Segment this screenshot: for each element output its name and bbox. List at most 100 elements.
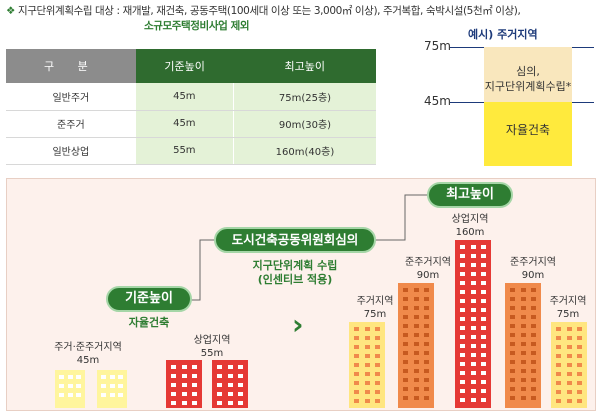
window bbox=[364, 327, 370, 331]
window bbox=[76, 393, 82, 397]
window bbox=[237, 365, 243, 369]
window bbox=[118, 393, 124, 397]
window bbox=[181, 401, 187, 405]
window bbox=[460, 317, 466, 321]
window bbox=[403, 369, 409, 373]
building-residential-mixed-1 bbox=[55, 370, 85, 408]
window bbox=[364, 354, 370, 358]
window bbox=[530, 315, 536, 319]
table-row: 일반상업 55m 160m(40층) bbox=[6, 137, 376, 165]
window bbox=[480, 344, 486, 348]
window bbox=[460, 308, 466, 312]
window bbox=[423, 396, 429, 400]
window bbox=[181, 374, 187, 378]
window bbox=[217, 392, 223, 396]
label-semi-res-right-height: 90m bbox=[521, 270, 545, 281]
window bbox=[576, 381, 582, 385]
window bbox=[460, 299, 466, 303]
window bbox=[470, 335, 476, 339]
window bbox=[354, 381, 360, 385]
window bbox=[556, 399, 562, 403]
window bbox=[403, 396, 409, 400]
note-line-2: 소규모주택정비사업 제외 bbox=[144, 20, 250, 32]
window bbox=[237, 374, 243, 378]
window bbox=[470, 263, 476, 267]
label-residential-right-height: 75m bbox=[556, 309, 580, 320]
example-title: 예시) 주거지역 bbox=[468, 28, 538, 41]
window bbox=[530, 288, 536, 292]
window bbox=[227, 365, 233, 369]
note-line-1: 지구단위계획수립 대상 : 재개발, 재건축, 공동주택(100세대 이상 또는… bbox=[18, 5, 521, 17]
window bbox=[364, 381, 370, 385]
window bbox=[480, 290, 486, 294]
window bbox=[510, 378, 516, 382]
example-lower-zone bbox=[484, 102, 572, 166]
window bbox=[530, 306, 536, 310]
window bbox=[191, 401, 197, 405]
window bbox=[423, 342, 429, 346]
window bbox=[470, 254, 476, 258]
label-residential-left: 주거지역 75m bbox=[345, 295, 405, 321]
window bbox=[530, 369, 536, 373]
header-category: 구 분 bbox=[6, 49, 136, 83]
window bbox=[556, 354, 562, 358]
window bbox=[470, 380, 476, 384]
base-height-pill: 기준높이 bbox=[106, 286, 192, 312]
label-semi-res-right-name: 준주거지역 bbox=[510, 257, 556, 268]
window bbox=[413, 288, 419, 292]
window bbox=[364, 336, 370, 340]
window bbox=[374, 363, 380, 367]
row-base: 55m bbox=[135, 137, 234, 165]
window bbox=[480, 299, 486, 303]
window bbox=[520, 324, 526, 328]
window bbox=[171, 365, 177, 369]
window bbox=[403, 324, 409, 328]
window bbox=[470, 326, 476, 330]
window bbox=[566, 390, 572, 394]
window bbox=[566, 336, 572, 340]
window bbox=[520, 378, 526, 382]
window bbox=[576, 327, 582, 331]
window bbox=[470, 245, 476, 249]
building-semi-res-left bbox=[398, 283, 434, 408]
label-semi-res-left: 준주거지역 90m bbox=[388, 256, 468, 282]
window bbox=[76, 384, 82, 388]
window bbox=[413, 360, 419, 364]
base-sub-label: 자율건축 bbox=[128, 316, 170, 329]
window bbox=[413, 396, 419, 400]
table-row: 일반주거 45m 75m(25층) bbox=[6, 83, 376, 111]
label-residential-mixed-height: 45m bbox=[76, 355, 100, 366]
window bbox=[354, 345, 360, 349]
window bbox=[354, 399, 360, 403]
window bbox=[510, 324, 516, 328]
window bbox=[520, 288, 526, 292]
window bbox=[470, 371, 476, 375]
window bbox=[423, 333, 429, 337]
window bbox=[403, 306, 409, 310]
window bbox=[460, 398, 466, 402]
window bbox=[374, 354, 380, 358]
window bbox=[566, 354, 572, 358]
label-commercial-base: 상업지역 55m bbox=[172, 334, 252, 360]
window bbox=[109, 375, 115, 379]
window bbox=[403, 315, 409, 319]
window bbox=[181, 383, 187, 387]
window bbox=[510, 396, 516, 400]
window bbox=[556, 327, 562, 331]
window bbox=[576, 336, 582, 340]
window bbox=[480, 245, 486, 249]
window bbox=[364, 399, 370, 403]
window bbox=[118, 375, 124, 379]
window bbox=[423, 378, 429, 382]
window bbox=[217, 401, 223, 405]
window bbox=[58, 384, 64, 388]
window bbox=[520, 387, 526, 391]
window bbox=[566, 381, 572, 385]
window bbox=[510, 306, 516, 310]
label-residential-left-name: 주거지역 bbox=[356, 296, 394, 307]
window bbox=[520, 351, 526, 355]
window bbox=[460, 326, 466, 330]
example-upper-zone bbox=[484, 47, 572, 102]
window bbox=[510, 333, 516, 337]
window bbox=[227, 383, 233, 387]
